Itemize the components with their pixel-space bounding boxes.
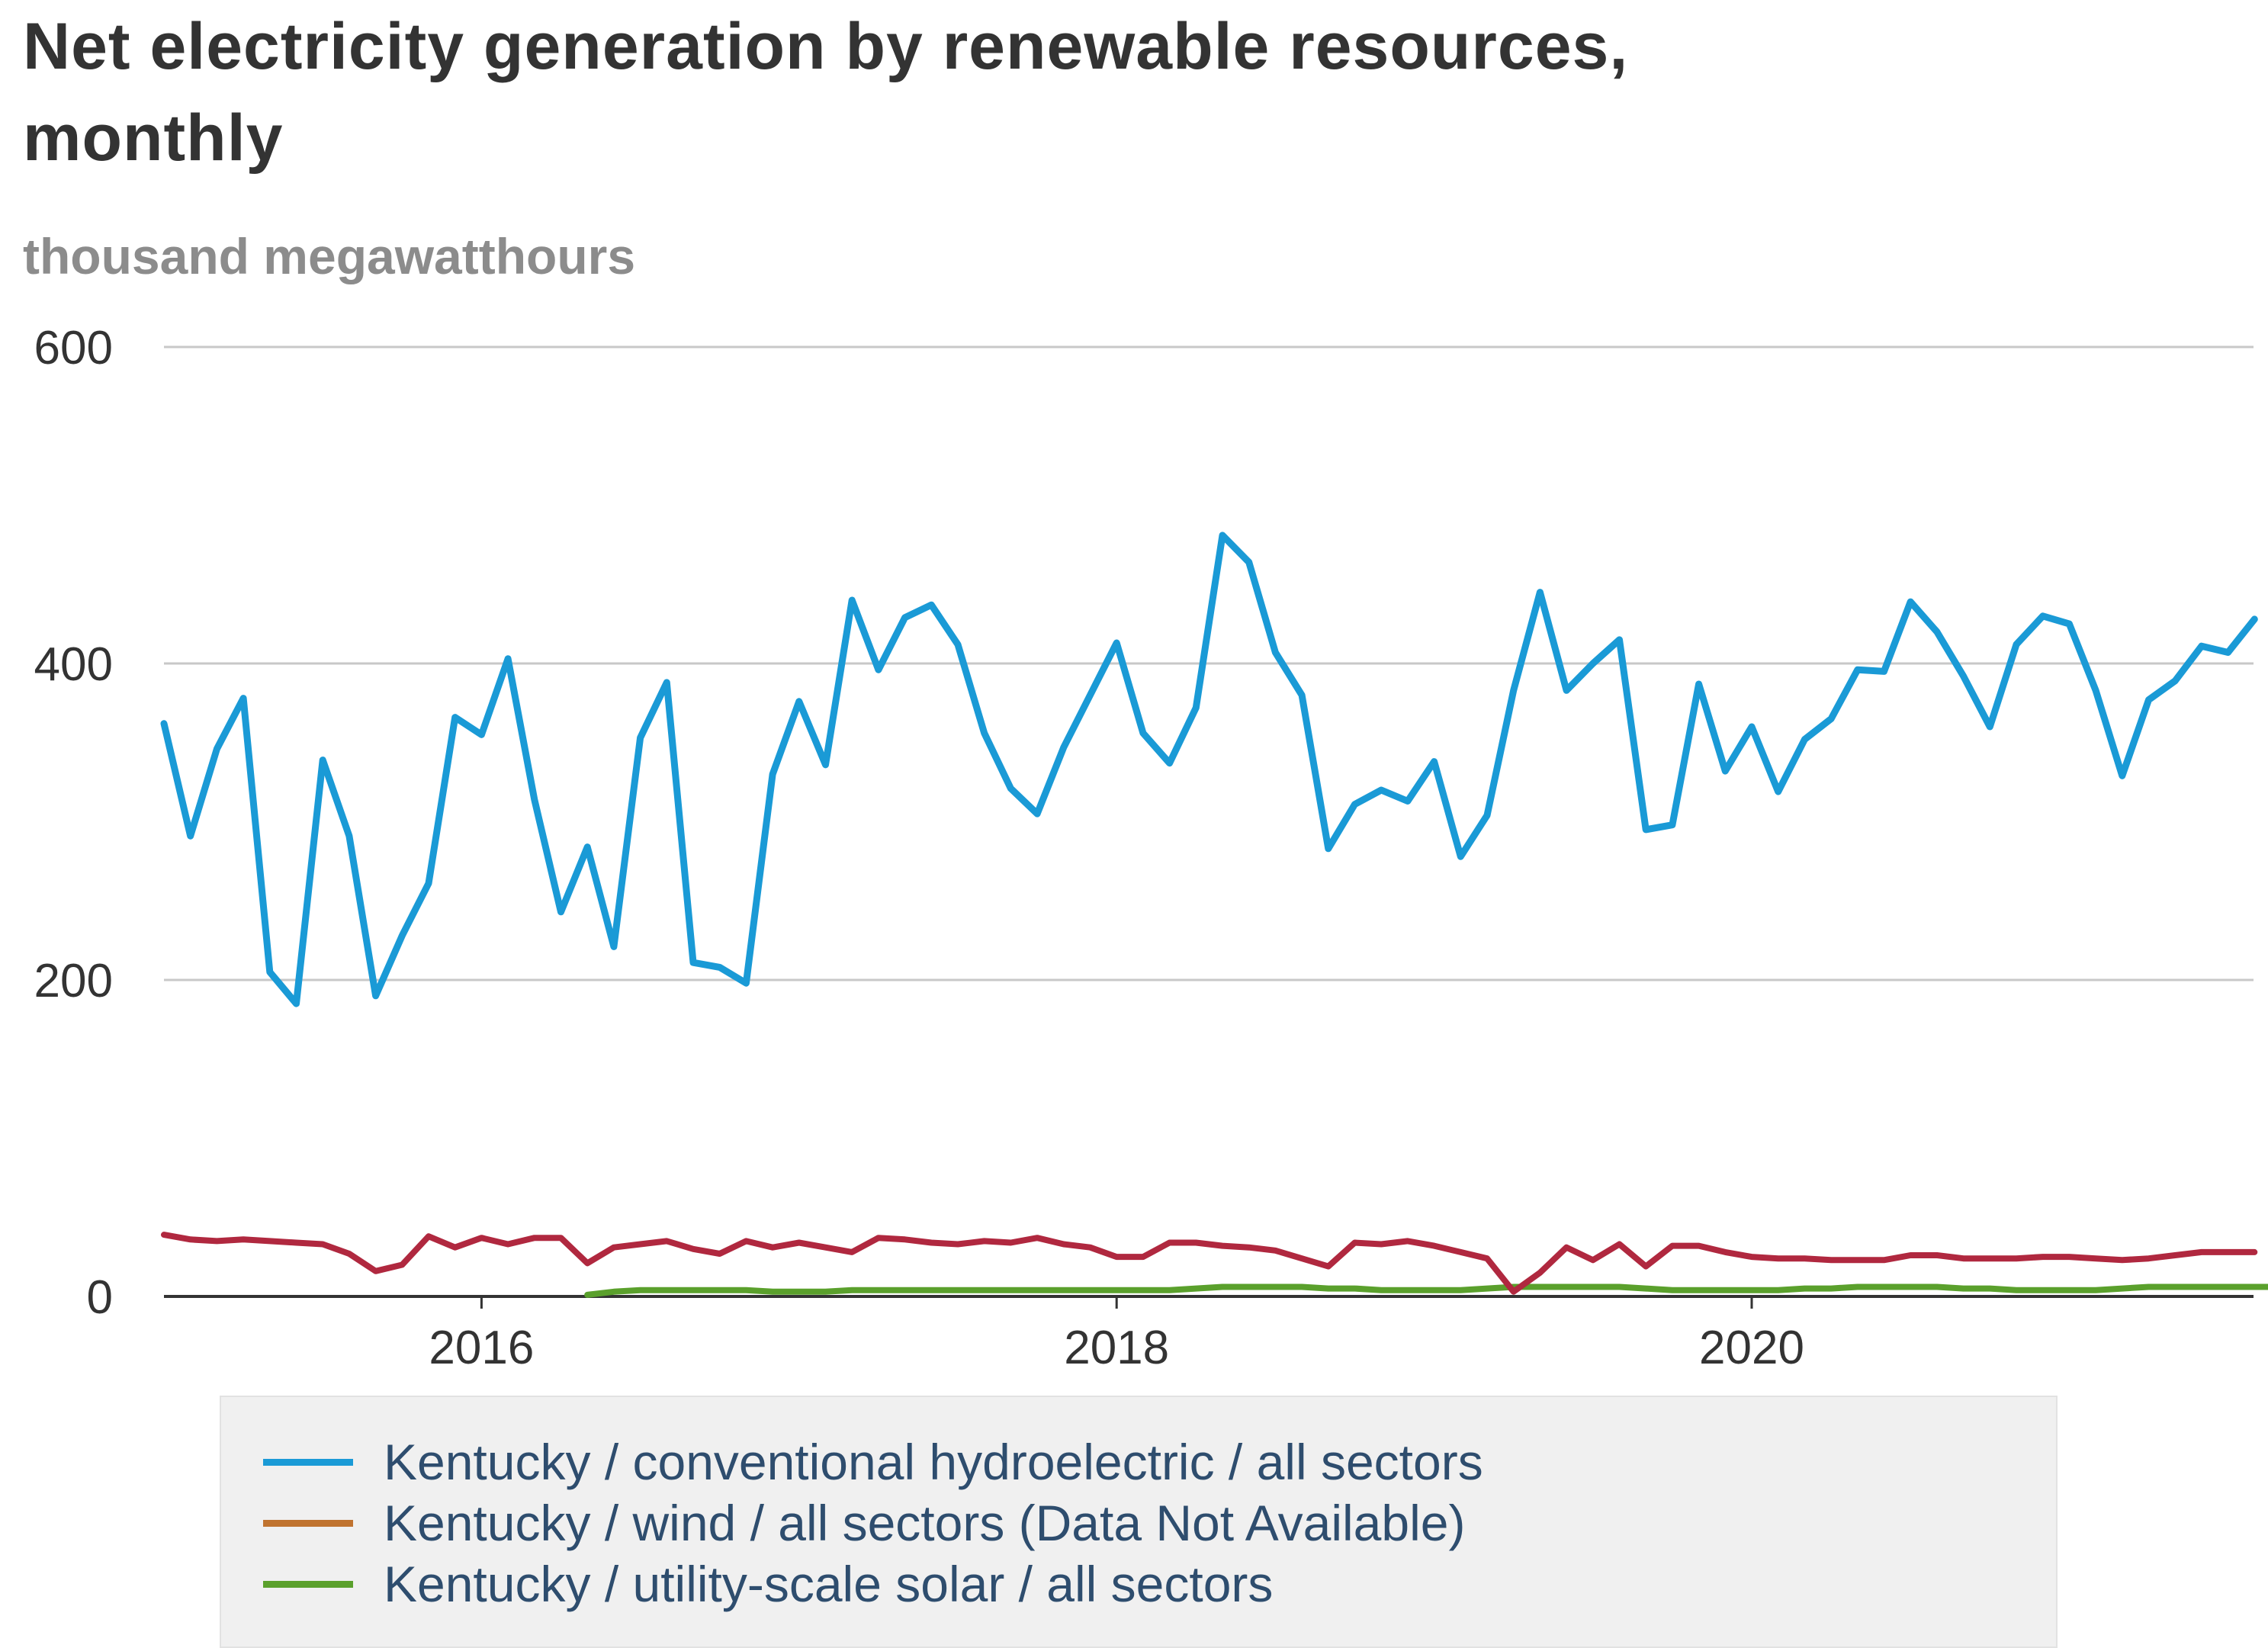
legend-item-wind[interactable]: Kentucky / wind / all sectors (Data Not … (263, 1495, 1466, 1551)
legend-label-solar: Kentucky / utility-scale solar / all sec… (384, 1556, 1274, 1612)
legend-label-wind: Kentucky / wind / all sectors (Data Not … (384, 1495, 1466, 1551)
series-line-red (161, 1232, 2258, 1295)
gridlines (164, 345, 2254, 981)
series-line-hydroelectric (160, 532, 2258, 1007)
x-tick-label: 2020 (1699, 1322, 1804, 1374)
y-tick-label: 600 (34, 322, 113, 374)
legend-item-hydroelectric[interactable]: Kentucky / conventional hydroelectric / … (263, 1434, 1483, 1490)
x-tick-label: 2018 (1064, 1322, 1169, 1374)
x-axis: 2016 2018 2020 (164, 1295, 2254, 1374)
x-tick-label: 2016 (429, 1322, 534, 1374)
legend: Kentucky / conventional hydroelectric / … (220, 1396, 2058, 1648)
legend-swatch-solar (263, 1580, 353, 1588)
y-tick-label: 200 (34, 955, 113, 1007)
y-axis-units-label: thousand megawatthours (23, 228, 636, 284)
y-tick-label: 0 (87, 1271, 113, 1324)
legend-label-hydroelectric: Kentucky / conventional hydroelectric / … (384, 1434, 1483, 1490)
series-line-solar (584, 1283, 2268, 1298)
series-lines (160, 532, 2268, 1298)
legend-swatch-hydroelectric (263, 1458, 353, 1466)
chart-title-line-1: Net electricity generation by renewable … (23, 10, 1629, 83)
legend-swatch-wind (263, 1519, 353, 1527)
y-tick-labels: 0 200 400 600 (34, 322, 113, 1324)
legend-item-solar[interactable]: Kentucky / utility-scale solar / all sec… (263, 1556, 1274, 1612)
chart-title-line-2: monthly (23, 101, 284, 175)
y-tick-label: 400 (34, 638, 113, 691)
